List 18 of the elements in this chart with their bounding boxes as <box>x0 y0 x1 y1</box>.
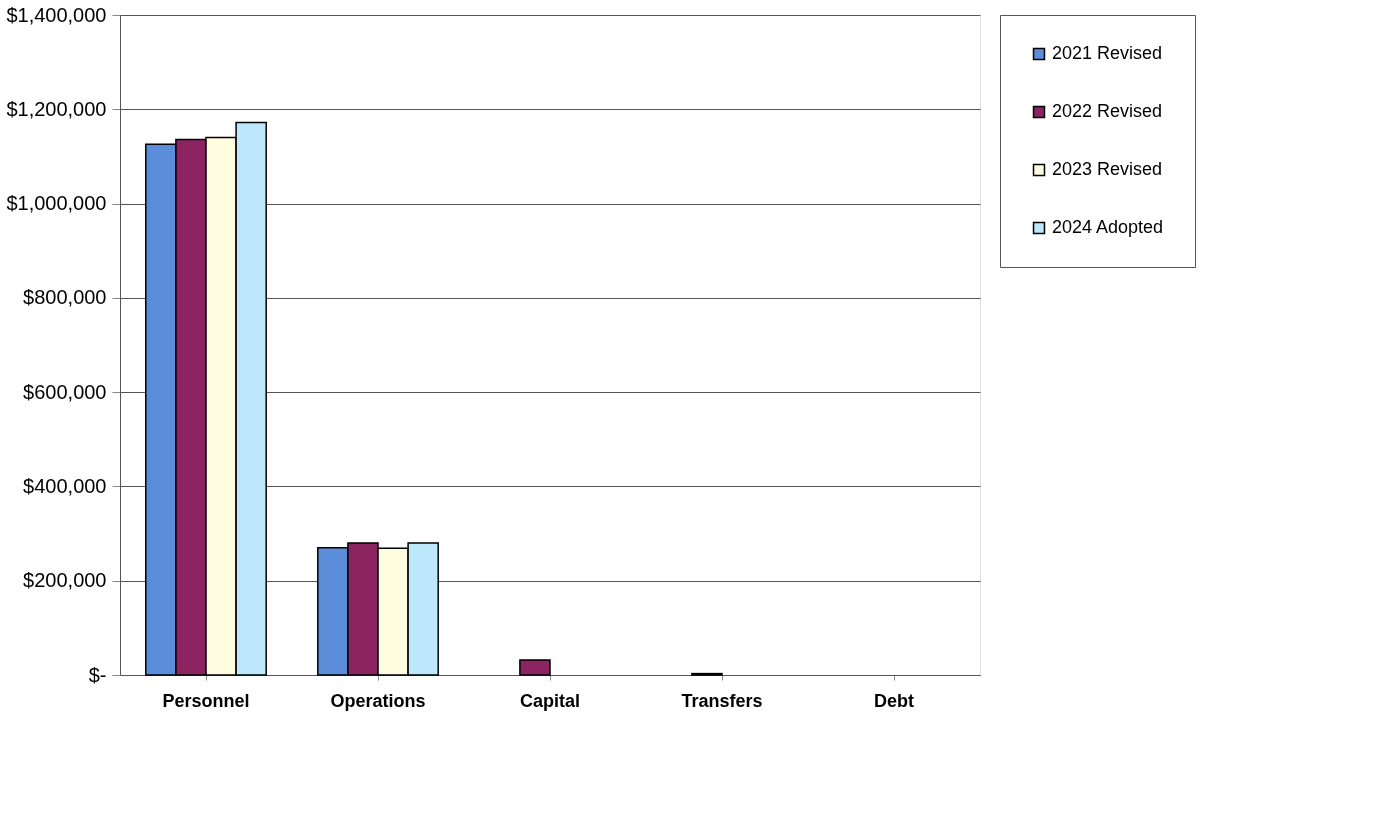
y-tick-label: $1,200,000 <box>6 97 107 120</box>
y-tick-label: $1,400,000 <box>6 3 107 26</box>
x-tick-label: Transfers <box>681 690 763 711</box>
bar <box>519 659 551 676</box>
x-tick-label: Operations <box>330 690 426 711</box>
y-tick-label: $1,000,000 <box>6 192 107 215</box>
legend-label: 2023 Revised <box>1052 159 1163 179</box>
y-tick-label: $600,000 <box>23 380 107 403</box>
y-tick-label: $200,000 <box>23 569 107 592</box>
legend-label: 2022 Revised <box>1052 101 1163 121</box>
x-tick-label: Personnel <box>162 690 250 711</box>
x-tick-label: Debt <box>874 690 914 711</box>
legend-label: 2021 Revised <box>1052 43 1163 63</box>
y-tick-label: $400,000 <box>23 474 107 497</box>
y-tick-label: $- <box>88 663 107 686</box>
legend-label: 2024 Adopted <box>1052 217 1164 237</box>
y-tick-label: $800,000 <box>23 286 107 309</box>
x-tick-label: Capital <box>519 690 581 711</box>
